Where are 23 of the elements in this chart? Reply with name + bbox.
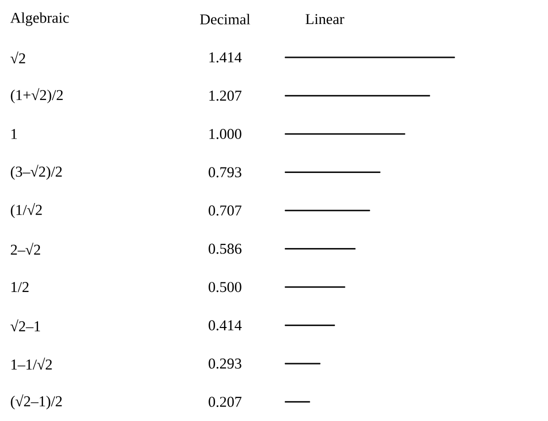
data-label: 0.793	[208, 167, 242, 178]
y-tick-label: 1–1/√2	[12, 358, 52, 370]
data-label: 1.000	[209, 128, 242, 140]
text: Linear	[306, 14, 344, 24]
y-tick-label: (√2–1)/2	[10, 394, 62, 410]
y-tick-label: √2–1	[10, 319, 40, 332]
y-tick-label: √2	[10, 51, 26, 64]
y-tick-label: 1/2	[12, 282, 29, 292]
data-label: 1.207	[209, 90, 242, 101]
data-label: 0.707	[208, 205, 242, 216]
y-tick-label: 1	[12, 129, 17, 139]
y-tick-label: (1+√2)/2	[10, 88, 63, 104]
data-label: 0.414	[208, 320, 242, 330]
data-label: 0.586	[208, 244, 242, 254]
data-label: 0.207	[208, 396, 242, 407]
y-tick-label: 2–√2	[10, 242, 40, 255]
text: Algebraic	[10, 12, 69, 26]
y-tick-label: (1/√2	[10, 202, 42, 218]
data-label: 0.500	[208, 282, 242, 292]
text: Decimal	[200, 14, 250, 24]
data-label: 1.414	[209, 52, 242, 62]
y-tick-label: (3–√2)/2	[10, 164, 62, 180]
data-label: 0.293	[208, 358, 242, 369]
